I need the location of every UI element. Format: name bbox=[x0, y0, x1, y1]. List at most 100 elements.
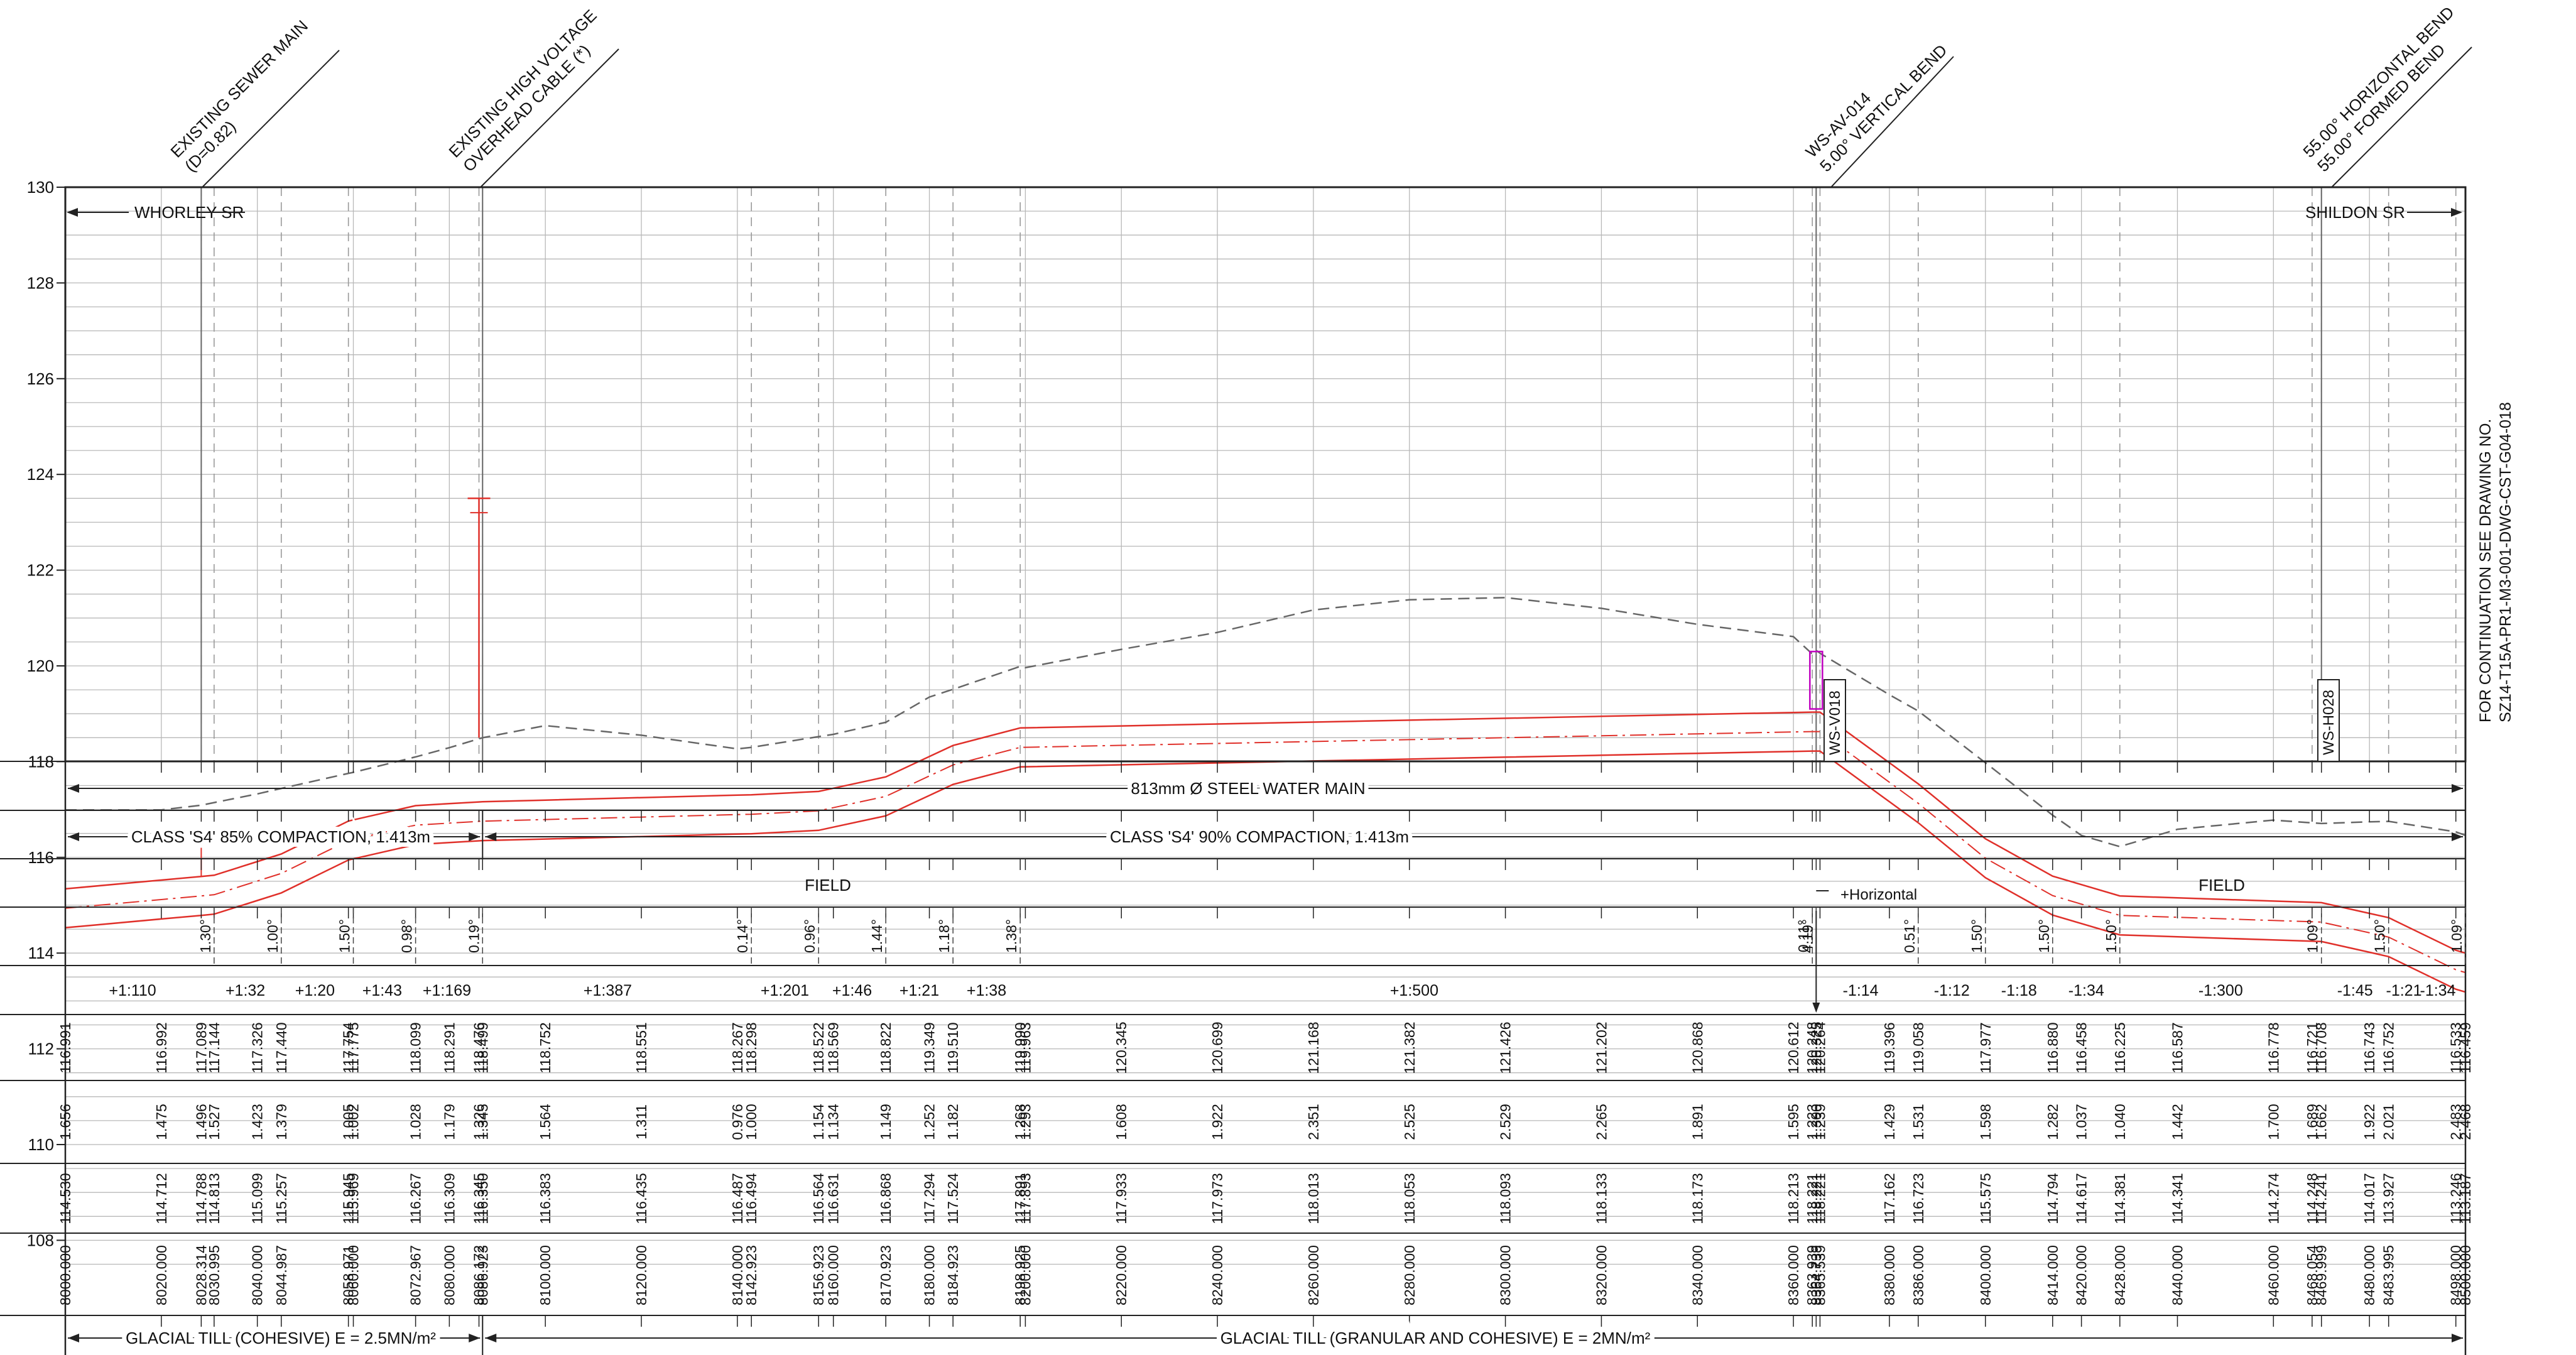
gradient-value: -1:300 bbox=[2198, 982, 2243, 999]
chainage-value: 8072.967 bbox=[408, 1245, 424, 1305]
ground-level-value: 121.426 bbox=[1497, 1021, 1514, 1074]
bend-angle-value: 0.11° bbox=[1795, 920, 1812, 952]
chainage-value: 8020.000 bbox=[153, 1245, 170, 1305]
cover-value: 1.922 bbox=[2361, 1104, 2378, 1140]
ground-level-value: 117.977 bbox=[1977, 1022, 1994, 1073]
invert-level-value: 116.723 bbox=[1910, 1173, 1927, 1224]
bend-angle-value: 0.98° bbox=[399, 919, 415, 953]
invert-level-value: 118.173 bbox=[1689, 1173, 1705, 1224]
ground-level-value: 117.326 bbox=[249, 1022, 266, 1073]
invert-level-value: 117.162 bbox=[1881, 1173, 1898, 1224]
cover-value: 2.021 bbox=[2381, 1104, 2397, 1140]
cover-value: 1.182 bbox=[945, 1104, 961, 1140]
callout-leader bbox=[1830, 56, 1954, 188]
chainage-value: 8280.000 bbox=[1401, 1245, 1418, 1305]
ground-level-value: 118.099 bbox=[408, 1022, 424, 1073]
y-axis-label: 116 bbox=[28, 848, 54, 867]
invert-level-value: 113.187 bbox=[2457, 1173, 2474, 1224]
gradient-value: +1:500 bbox=[1390, 982, 1438, 999]
invert-level-value: 114.248 bbox=[2304, 1173, 2320, 1224]
y-axis-label: 126 bbox=[27, 369, 54, 388]
chainage-value: 8140.000 bbox=[729, 1245, 746, 1305]
chainage-value: 8080.000 bbox=[441, 1245, 457, 1305]
chainage-value: 8483.995 bbox=[2381, 1245, 2397, 1305]
callout-hb-line2: 55.00° FORMED BEND bbox=[2313, 40, 2449, 176]
right-road-label: SHILDON SR bbox=[2305, 203, 2405, 222]
ground-level-value: 117.089 bbox=[193, 1022, 209, 1073]
cover-value: 1.311 bbox=[633, 1104, 649, 1140]
ground-level-value: 119.396 bbox=[1881, 1022, 1898, 1073]
invert-level-value: 118.221 bbox=[1808, 1173, 1824, 1224]
ground-level-value: 121.382 bbox=[1401, 1021, 1418, 1074]
pipe-crown-line bbox=[65, 711, 2466, 954]
chainage-value: 8040.000 bbox=[249, 1245, 266, 1305]
ground-level-value: 118.522 bbox=[810, 1022, 827, 1073]
chainage-value: 8198.925 bbox=[1012, 1245, 1028, 1305]
cover-value: 1.527 bbox=[206, 1104, 222, 1140]
callout-sewer-main: EXISTING SEWER MAIN (D=0.82) bbox=[166, 16, 312, 175]
existing-ground-line bbox=[65, 597, 2466, 848]
bend-angle-value: 1.18° bbox=[936, 919, 952, 953]
structure-tag-h028: WS-H028 bbox=[2320, 690, 2337, 755]
cover-value: 1.442 bbox=[2170, 1104, 2186, 1140]
invert-level-value: 114.530 bbox=[57, 1173, 73, 1224]
invert-level-value: 117.891 bbox=[1012, 1173, 1028, 1224]
gradient-value: -1:18 bbox=[2001, 982, 2037, 999]
ground-level-value: 120.325 bbox=[1808, 1021, 1824, 1074]
gradient-value: -1:14 bbox=[1843, 982, 1879, 999]
chainage-value: 8044.987 bbox=[273, 1245, 290, 1305]
geology-extent-arrow-head bbox=[2452, 1334, 2463, 1342]
ground-level-value: 116.752 bbox=[2381, 1022, 2397, 1073]
continuation-line1: FOR CONTINUATION SEE DRAWING NO. bbox=[2477, 419, 2494, 722]
ground-level-value: 118.569 bbox=[825, 1022, 842, 1073]
bend-angle-value: 1.50° bbox=[2103, 919, 2119, 953]
invert-level-value: 115.575 bbox=[1977, 1173, 1994, 1224]
chainage-value: 8086.923 bbox=[474, 1245, 491, 1305]
ground-level-value: 120.248 bbox=[1804, 1021, 1820, 1074]
invert-level-value: 114.617 bbox=[2073, 1173, 2090, 1224]
invert-level-value: 116.631 bbox=[825, 1173, 842, 1224]
cover-value: 1.429 bbox=[1881, 1104, 1898, 1140]
chainage-value: 8440.000 bbox=[2170, 1245, 2186, 1305]
geology-extent-arrow-head bbox=[485, 1334, 497, 1342]
invert-level-value: 118.221 bbox=[1812, 1173, 1828, 1224]
chainage-value: 8500.000 bbox=[2457, 1245, 2474, 1305]
callout-hb-line1: 55.00° HORIZONTAL BEND bbox=[2299, 3, 2457, 161]
invert-level-value: 114.241 bbox=[2313, 1173, 2330, 1224]
chainage-value: 8364.739 bbox=[1808, 1245, 1824, 1305]
chainage-value: 8030.995 bbox=[206, 1245, 222, 1305]
cover-value: 1.300 bbox=[1808, 1104, 1824, 1140]
cover-value: 2.265 bbox=[1593, 1104, 1609, 1140]
cover-value: 1.608 bbox=[1113, 1104, 1129, 1140]
cover-value: 1.379 bbox=[273, 1104, 290, 1140]
chainage-value: 8000.000 bbox=[57, 1245, 73, 1305]
ground-level-value: 116.778 bbox=[2265, 1022, 2281, 1073]
gradient-value: -1:34 bbox=[2420, 982, 2456, 999]
gradient-value: -1:34 bbox=[2068, 982, 2104, 999]
cover-value: 1.595 bbox=[1785, 1104, 1802, 1140]
chainage-value: 8086.172 bbox=[471, 1245, 487, 1305]
data-bands bbox=[0, 761, 2467, 1355]
ground-level-value: 116.708 bbox=[2313, 1022, 2330, 1073]
cover-value: 1.154 bbox=[810, 1104, 827, 1140]
ground-level-value: 116.533 bbox=[2448, 1022, 2464, 1073]
chainage-value: 8320.000 bbox=[1593, 1245, 1609, 1305]
ground-level-value: 118.291 bbox=[441, 1022, 457, 1073]
bend-angle-value: 1.09° bbox=[2448, 919, 2465, 953]
invert-level-value: 114.813 bbox=[206, 1173, 222, 1224]
ground-level-value: 120.612 bbox=[1785, 1021, 1802, 1074]
horizontal-note: +Horizontal bbox=[1840, 886, 1917, 903]
ground-level-value: 120.868 bbox=[1689, 1021, 1705, 1074]
ground-level-value: 121.202 bbox=[1593, 1021, 1609, 1074]
chainage-value: 8300.000 bbox=[1497, 1245, 1514, 1305]
geology-label-2: GLACIAL TILL (GRANULAR AND COHESIVE) E =… bbox=[1220, 1329, 1651, 1347]
cover-value: 1.891 bbox=[1689, 1104, 1705, 1140]
continuation-note: FOR CONTINUATION SEE DRAWING NO. SZ14-T1… bbox=[2477, 402, 2514, 722]
compaction-extent-arrow-head bbox=[68, 832, 79, 841]
y-axis-label: 114 bbox=[28, 944, 54, 962]
ground-level-value: 116.743 bbox=[2361, 1022, 2378, 1073]
chainage-gridlines bbox=[65, 187, 2466, 761]
ground-level-value: 116.459 bbox=[2457, 1022, 2474, 1073]
right-road-arrowhead bbox=[2451, 208, 2462, 217]
